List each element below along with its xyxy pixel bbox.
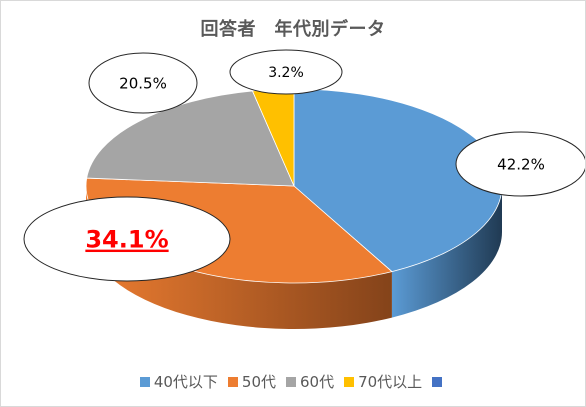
legend-swatch [227, 376, 238, 387]
legend-item-40s-and-under: 40代以下 [139, 371, 218, 392]
pie-slice-2 [86, 90, 295, 187]
legend-item-unlabeled [432, 376, 446, 387]
legend-swatch [432, 376, 443, 387]
pie-slice-side-1 [86, 186, 392, 330]
legend-swatch [139, 376, 150, 387]
data-label-bubble [455, 131, 585, 197]
data-label-text: 34.1% [85, 226, 168, 254]
chart-title: 回答者 年代別データ [200, 19, 386, 40]
legend-label: 40代以下 [153, 373, 218, 391]
data-label-bubble [23, 196, 231, 282]
legend-swatch [286, 376, 296, 387]
legend-item-50s: 50代 [227, 371, 276, 392]
legend-swatch [344, 376, 355, 387]
legend-label: 60代 [300, 373, 335, 391]
data-label-text: 20.5% [119, 74, 167, 92]
data-label-0: 42.2% [455, 131, 585, 197]
legend-label: 70代以上 [358, 373, 423, 391]
legend-item-60s: 60代 [286, 371, 334, 392]
data-label-bubble [88, 52, 198, 114]
data-label-2: 20.5% [88, 52, 198, 114]
legend-item-70s-and-over: 70代以上 [344, 371, 422, 392]
legend: 40代以下 50代 60代 70代以上 [1, 371, 585, 392]
data-label-3: 3.2% [229, 49, 343, 95]
data-label-bubble [229, 49, 343, 95]
data-labels: 42.2% 34.1% 20.5% 3.2% [23, 49, 585, 282]
data-label-text: 3.2% [268, 65, 304, 81]
data-label-1: 34.1% [23, 196, 231, 282]
data-label-text: 42.2% [497, 155, 545, 173]
legend-label: 50代 [241, 373, 276, 391]
